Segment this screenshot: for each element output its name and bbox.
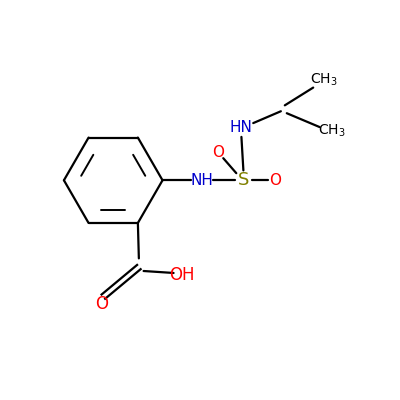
Text: HN: HN: [230, 120, 253, 134]
Text: O: O: [212, 145, 224, 160]
Text: CH$_3$: CH$_3$: [318, 123, 346, 139]
Text: O: O: [269, 173, 281, 188]
Text: O: O: [95, 295, 108, 313]
Text: S: S: [238, 171, 249, 189]
Text: OH: OH: [170, 266, 195, 284]
Text: CH$_3$: CH$_3$: [310, 72, 338, 88]
Text: NH: NH: [190, 173, 214, 188]
